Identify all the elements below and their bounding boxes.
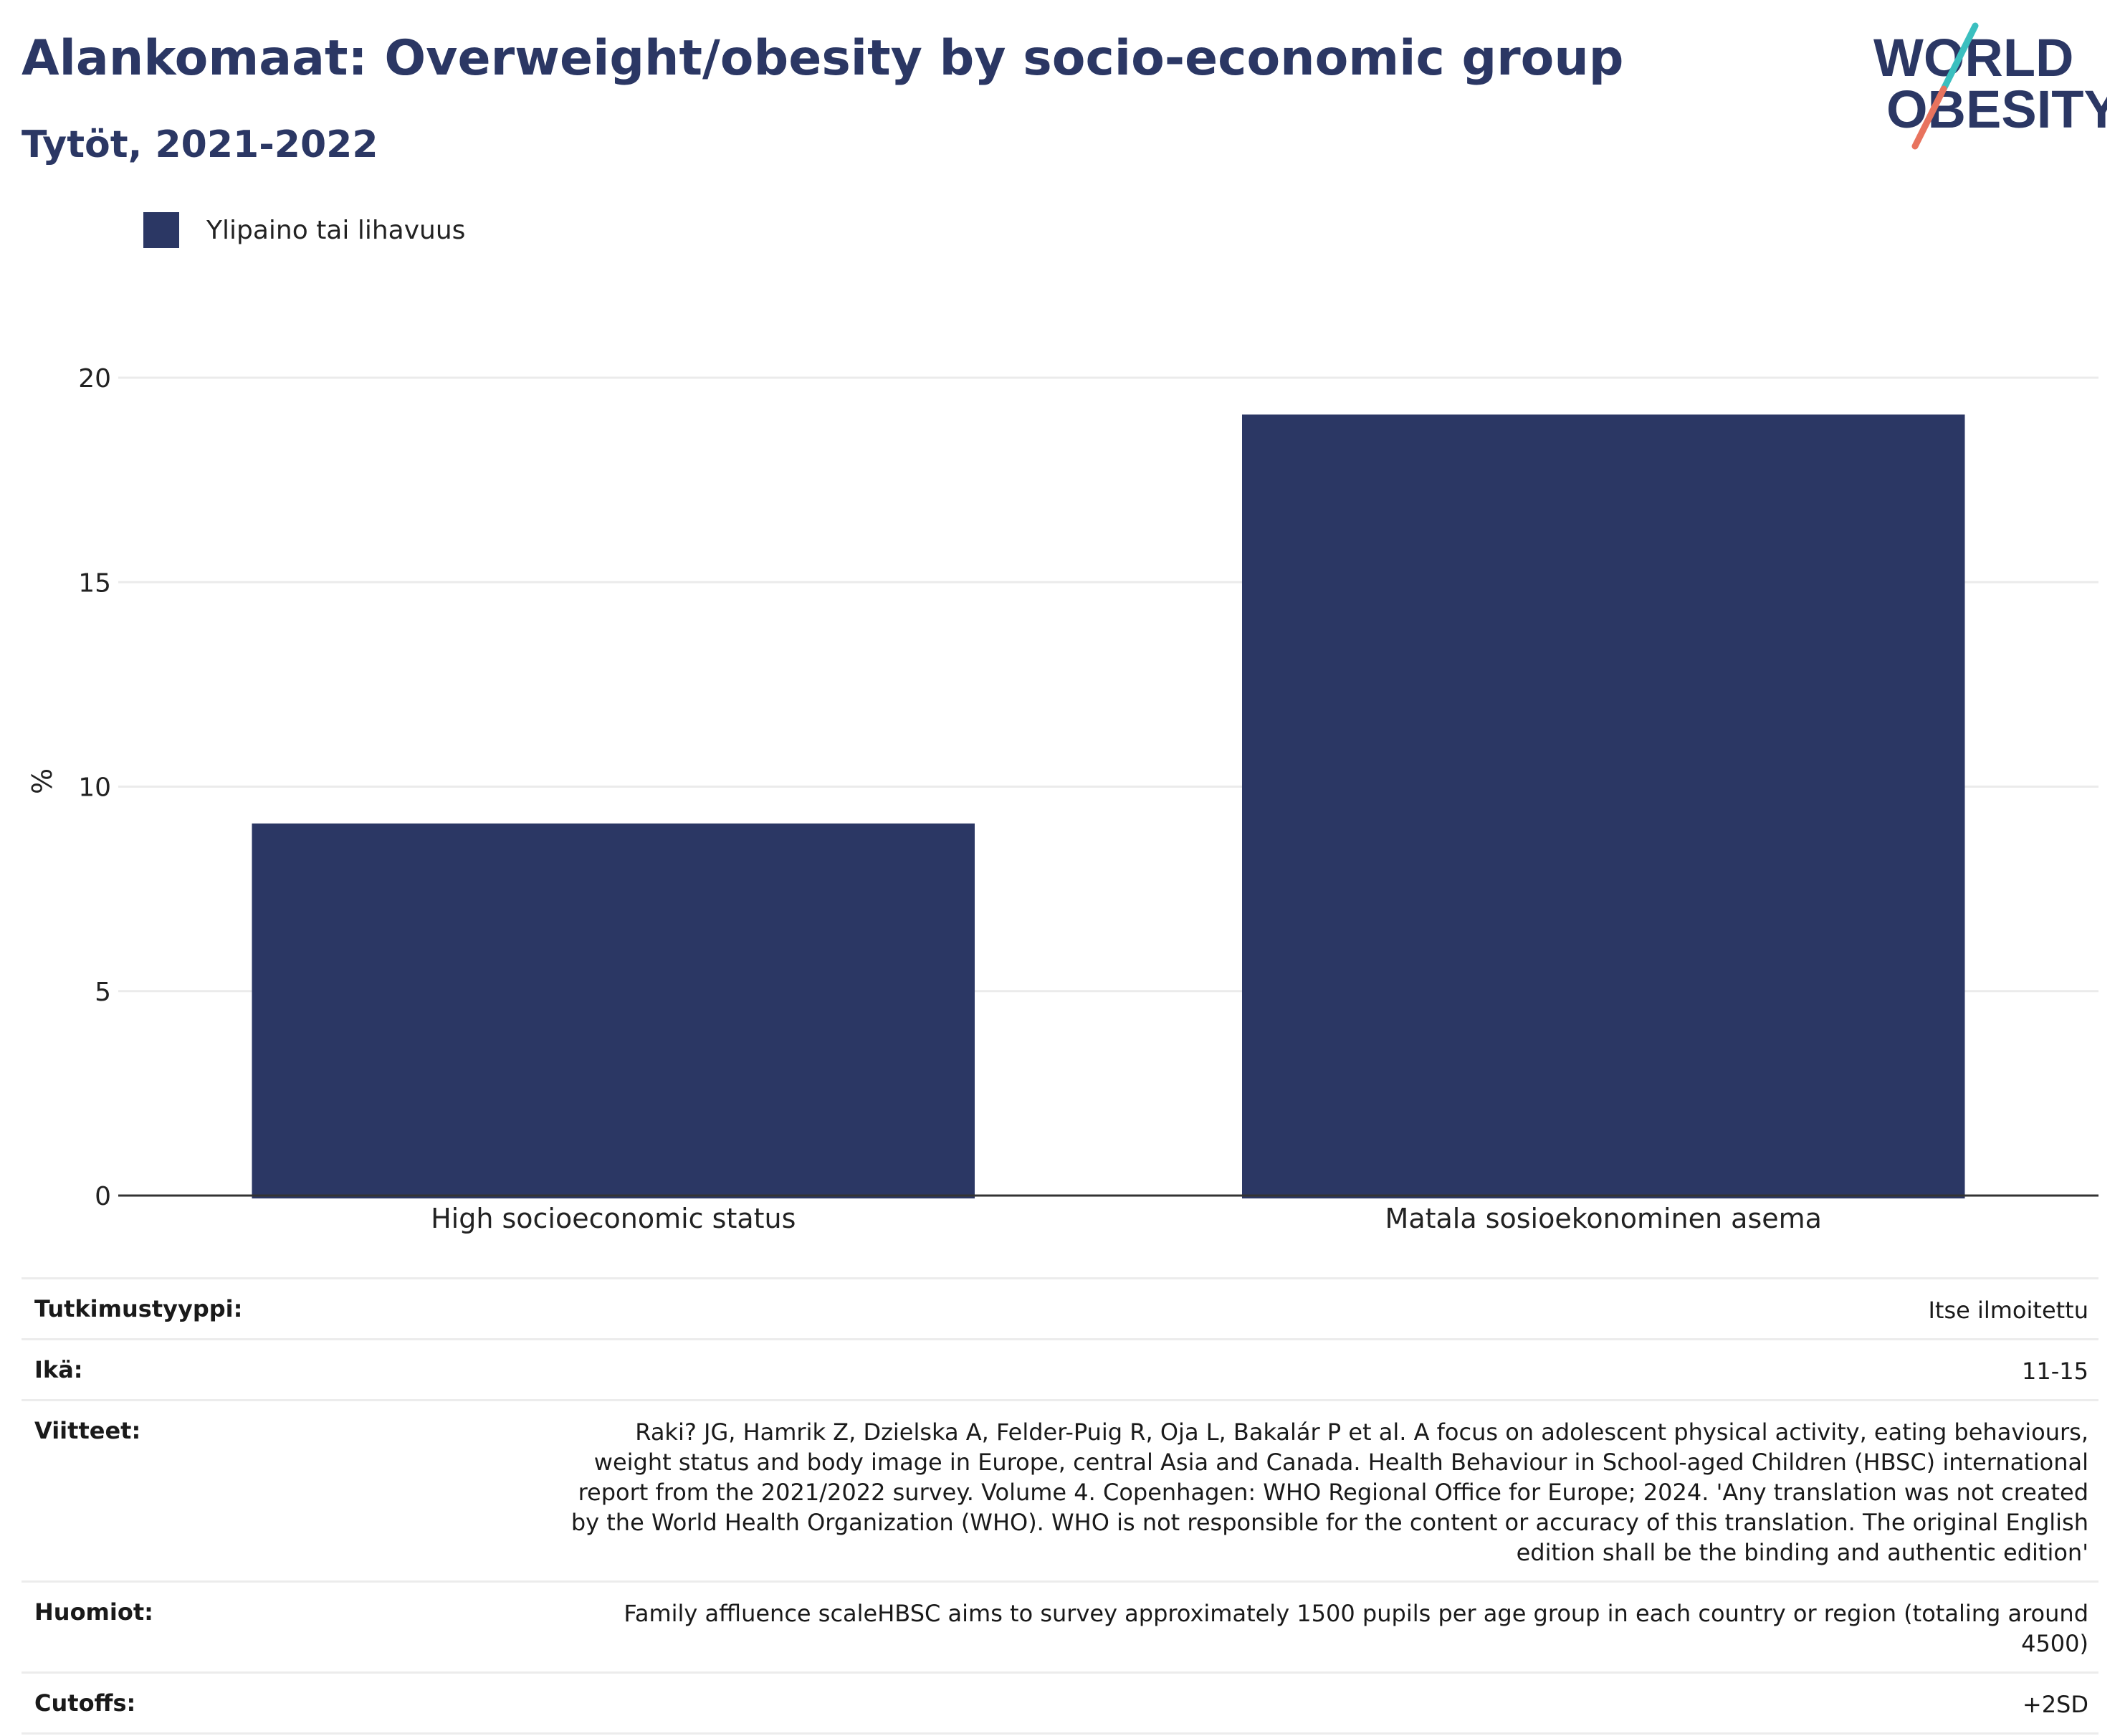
meta-key: Ikä: [34, 1356, 83, 1383]
meta-value: Raki? JG, Hamrik Z, Dzielska A, Felder-P… [570, 1418, 2088, 1566]
y-axis-label: % [27, 768, 58, 794]
y-tick-label: 10 [78, 773, 111, 803]
legend-swatch [143, 212, 179, 248]
logo-text-line1: WORLD [1873, 28, 2074, 87]
meta-row-study-type: Tutkimustyyppi: Itse ilmoitettu [22, 1277, 2098, 1338]
chart-title: Alankomaat: Overweight/obesity by socio-… [22, 30, 1624, 87]
metadata-table: Tutkimustyyppi: Itse ilmoitettu Ikä: 11-… [22, 1277, 2098, 1735]
logo-slash-teal [1940, 22, 1979, 92]
meta-key: Viitteet: [34, 1417, 141, 1444]
world-obesity-logo: WORLD OBESITY [1873, 22, 2107, 150]
logo-slash-coral [1911, 85, 1947, 150]
y-tick-label: 15 [78, 568, 111, 598]
meta-key: Huomiot: [34, 1598, 153, 1626]
meta-key: Tutkimustyyppi: [34, 1295, 243, 1322]
meta-row-notes: Huomiot: Family affluence scaleHBSC aims… [22, 1580, 2098, 1671]
meta-value: Itse ilmoitettu [1928, 1297, 2088, 1324]
meta-value: 11-15 [2022, 1358, 2088, 1385]
chart-subtitle: Tytöt, 2021-2022 [22, 123, 378, 166]
axes: 0 5 10 15 20 High socioeconomic status Matala … [78, 364, 2098, 1234]
x-tick-label: High socioeconomic status [431, 1203, 796, 1234]
meta-value: Family affluence scaleHBSC aims to surve… [624, 1600, 2088, 1657]
meta-key: Cutoffs: [34, 1689, 136, 1717]
y-tick-label: 20 [78, 364, 111, 394]
x-tick-label: Matala sosioekonominen asema [1385, 1203, 1822, 1234]
legend-label: Ylipaino tai lihavuus [206, 215, 466, 245]
bar [252, 823, 975, 1198]
meta-row-references: Viitteet: Raki? JG, Hamrik Z, Dzielska A… [22, 1399, 2098, 1580]
bar-chart: 0 5 10 15 20 High socioeconomic status Matala … [27, 364, 2098, 1234]
y-tick-label: 5 [95, 978, 111, 1007]
meta-row-cutoffs: Cutoffs: +2SD [22, 1671, 2098, 1735]
meta-row-age: Ikä: 11-15 [22, 1338, 2098, 1399]
bars [252, 414, 1965, 1198]
legend: Ylipaino tai lihavuus [143, 212, 465, 248]
y-tick-label: 0 [95, 1182, 111, 1211]
meta-value: +2SD [2022, 1691, 2088, 1718]
bar [1242, 414, 1965, 1198]
